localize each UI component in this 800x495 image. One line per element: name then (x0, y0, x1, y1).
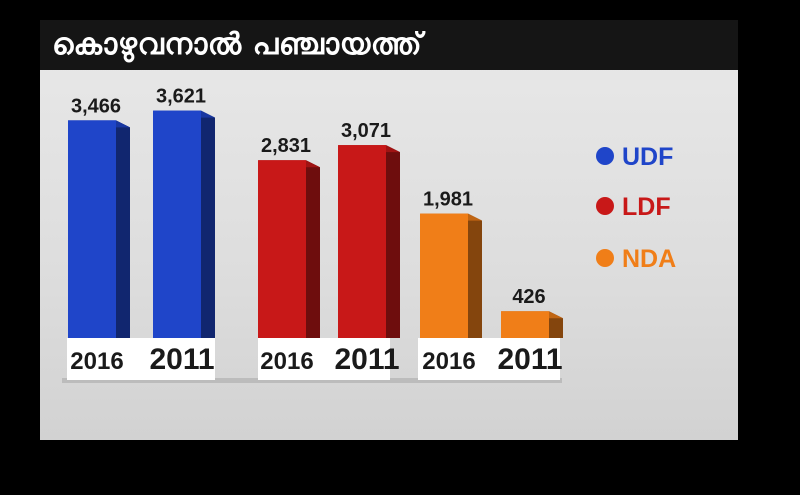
bar-ldf-2016 (258, 160, 320, 338)
bar-side-udf-2016 (116, 120, 130, 338)
year-label-ldf-2016: 2016 (260, 348, 313, 375)
bar-front-udf-2011 (153, 110, 201, 338)
year-label-ldf-2011: 2011 (334, 343, 399, 376)
chart-title: കൊഴുവനാൽ പഞ്ചായത്ത് (52, 27, 423, 62)
value-label-nda-2016: 1,981 (423, 189, 473, 211)
legend-dot-ldf (596, 197, 614, 215)
baseline-shadow (62, 378, 562, 383)
title-bar (40, 20, 738, 70)
bar-side-ldf-2016 (306, 160, 320, 338)
value-label-udf-2011: 3,621 (156, 86, 206, 108)
bar-nda-2016 (420, 213, 482, 338)
bar-front-ldf-2016 (258, 160, 306, 338)
legend-label-udf: UDF (622, 143, 673, 171)
bar-udf-2016 (68, 120, 130, 338)
year-label-udf-2016: 2016 (70, 348, 123, 375)
year-label-box-udf (67, 338, 215, 380)
legend-dot-nda (596, 249, 614, 267)
bar-nda-2011 (501, 311, 563, 338)
year-label-box-nda (418, 338, 560, 380)
bar-front-udf-2016 (68, 120, 116, 338)
year-label-nda-2011: 2011 (497, 343, 562, 376)
bar-side-nda-2016 (468, 213, 482, 338)
year-label-box-ldf (258, 338, 390, 380)
value-label-ldf-2011: 3,071 (341, 120, 391, 142)
legend-dot-udf (596, 147, 614, 165)
bar-side-udf-2011 (201, 110, 215, 338)
value-label-nda-2011: 426 (512, 286, 545, 308)
legend-label-nda: NDA (622, 245, 676, 273)
bar-side-ldf-2011 (386, 145, 400, 338)
bar-front-ldf-2011 (338, 145, 386, 338)
year-label-nda-2016: 2016 (422, 348, 475, 375)
value-label-ldf-2016: 2,831 (261, 135, 311, 157)
bar-front-nda-2016 (420, 213, 468, 338)
year-label-udf-2011: 2011 (149, 343, 214, 376)
bar-udf-2011 (153, 110, 215, 338)
value-label-udf-2016: 3,466 (71, 95, 121, 117)
bar-front-nda-2011 (501, 311, 549, 338)
legend-label-ldf: LDF (622, 193, 671, 221)
bar-ldf-2011 (338, 145, 400, 338)
